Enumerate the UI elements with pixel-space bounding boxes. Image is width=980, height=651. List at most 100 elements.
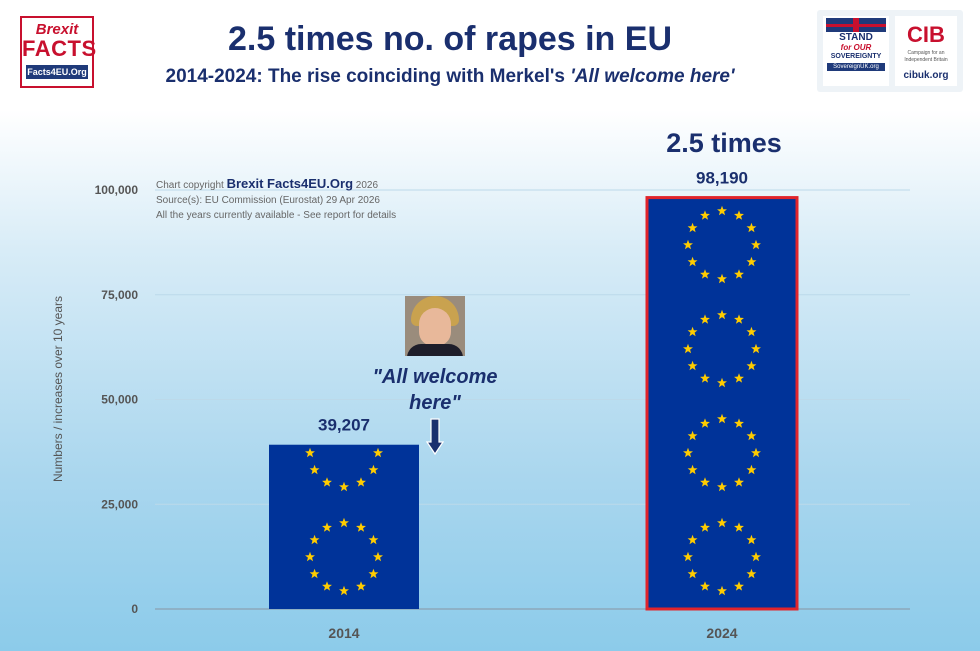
- eu-star-icon: [309, 534, 320, 545]
- eu-star-icon: [322, 581, 332, 591]
- eu-star-icon: [687, 360, 698, 371]
- eu-star-icon: [734, 314, 744, 324]
- eu-star-icon: [356, 522, 366, 532]
- eu-star-icon: [746, 464, 757, 475]
- x-tick-label: 2024: [706, 625, 737, 641]
- eu-star-icon: [717, 102, 727, 111]
- eu-star-icon: [751, 343, 761, 354]
- eu-star-icon: [305, 551, 315, 562]
- y-tick-label: 25,000: [101, 497, 138, 511]
- eu-star-icon: [687, 256, 698, 267]
- eu-star-icon: [683, 343, 693, 354]
- eu-star-icon: [734, 106, 744, 115]
- eu-star-icon: [322, 477, 332, 487]
- eu-star-icon: [751, 447, 761, 458]
- credit-note: All the years currently available - See …: [156, 210, 397, 221]
- eu-star-icon: [700, 269, 710, 279]
- eu-star-icon: [687, 568, 698, 579]
- quote-line1: "All welcome: [372, 366, 498, 388]
- eu-star-icon: [373, 447, 383, 458]
- logo-line-brexit: Brexit: [35, 21, 79, 38]
- quote-annotation: "All welcome here": [360, 364, 510, 416]
- eu-star-icon: [717, 377, 727, 388]
- times-annotation: 2.5 times: [666, 128, 782, 158]
- eu-star-icon: [309, 568, 320, 579]
- sovereignty-line1: STAND: [839, 32, 873, 43]
- sovereignty-url: SovereignUK.org: [827, 63, 885, 71]
- cib-tagline: Campaign for an Independent Britain: [904, 50, 948, 63]
- eu-star-icon: [700, 210, 710, 220]
- eu-star-icon: [700, 477, 710, 487]
- y-tick-label: 100,000: [95, 183, 139, 197]
- bar: [645, 196, 799, 611]
- eu-star-icon: [717, 205, 727, 216]
- y-tick-label: 0: [131, 602, 138, 616]
- eu-star-icon: [717, 309, 727, 320]
- y-tick-label: 75,000: [101, 288, 138, 302]
- eu-star-icon: [339, 585, 349, 596]
- eu-star-icon: [368, 568, 379, 579]
- eu-star-icon: [305, 447, 315, 458]
- y-axis-label: Numbers / increases over 10 years: [51, 295, 65, 483]
- eu-star-icon: [373, 551, 383, 562]
- subtitle-emphasis: 'All welcome here': [570, 66, 735, 87]
- eu-star-icon: [734, 269, 744, 279]
- eu-star-icon: [734, 373, 744, 383]
- eu-star-icon: [356, 477, 366, 487]
- eu-star-icon: [751, 551, 761, 562]
- eu-star-icon: [683, 239, 693, 250]
- eu-star-icon: [687, 222, 698, 233]
- eu-star-icon: [746, 326, 757, 337]
- eu-star-icon: [683, 551, 693, 562]
- eu-star-icon: [687, 534, 698, 545]
- eu-star-icon: [717, 273, 727, 284]
- eu-star-icon: [746, 430, 757, 441]
- partner-logos: STAND for OUR SOVEREIGNTY SovereignUK.or…: [817, 10, 963, 92]
- eu-star-icon: [687, 464, 698, 475]
- quote-line2: here": [409, 392, 461, 414]
- down-arrow-icon: [426, 418, 444, 456]
- eu-star-icon: [746, 534, 757, 545]
- y-tick-label: 50,000: [101, 393, 138, 407]
- eu-star-icon: [688, 119, 698, 128]
- eu-star-icon: [309, 464, 320, 475]
- union-flag-icon: [826, 18, 886, 32]
- sovereignty-line3: SOVEREIGNTY: [830, 53, 882, 60]
- eu-star-icon: [368, 534, 379, 545]
- eu-star-icon: [700, 314, 710, 324]
- eu-star-icon: [734, 581, 744, 591]
- eu-star-icon: [746, 360, 757, 371]
- eu-star-icon: [717, 413, 727, 424]
- eu-star-icon: [734, 210, 744, 220]
- eu-star-icon: [700, 106, 710, 115]
- eu-star-icon: [700, 522, 710, 532]
- bar: [269, 444, 419, 609]
- credit-source: Source(s): EU Commission (Eurostat) 29 A…: [156, 195, 380, 206]
- eu-star-icon: [356, 581, 366, 591]
- eu-star-icon: [734, 522, 744, 532]
- eu-star-icon: [734, 477, 744, 487]
- chart-title: 2.5 times no. of rapes in EU: [227, 20, 672, 58]
- eu-star-icon: [717, 585, 727, 596]
- eu-star-icon: [322, 522, 332, 532]
- eu-star-icon: [683, 447, 693, 458]
- credit-prefix: Chart copyright: [156, 180, 227, 191]
- eu-star-pattern: [683, 102, 761, 596]
- data-label: 39,207: [318, 416, 370, 435]
- x-tick-label: 2014: [328, 625, 359, 641]
- credit-brand: Brexit Facts4EU.Org: [226, 176, 354, 191]
- logo-line-facts: FACTS: [22, 36, 97, 61]
- eu-star-pattern: [305, 447, 383, 596]
- eu-star-icon: [747, 119, 757, 128]
- eu-star-icon: [746, 568, 757, 579]
- cib-mark: CIB: [907, 22, 945, 47]
- eu-star-icon: [700, 581, 710, 591]
- credit-year: 2026: [353, 180, 379, 191]
- eu-star-icon: [700, 418, 710, 428]
- eu-star-icon: [717, 481, 727, 492]
- eu-star-icon: [700, 373, 710, 383]
- eu-star-icon: [734, 418, 744, 428]
- brexit-facts-logo: Brexit FACTS Facts4EU.Org: [20, 16, 97, 88]
- subtitle-text: 2014-2024: The rise coinciding with Merk…: [165, 66, 571, 87]
